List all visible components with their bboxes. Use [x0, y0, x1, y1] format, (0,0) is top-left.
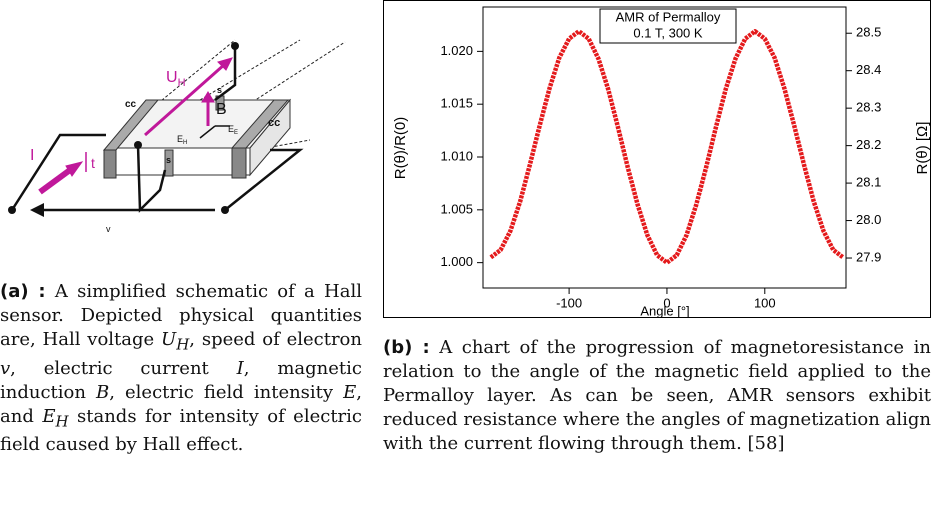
label: cc [268, 117, 280, 129]
label: v [106, 224, 111, 234]
text: A chart of the progression of magnetores… [383, 337, 931, 454]
math: B [96, 381, 110, 403]
math: v [0, 357, 11, 379]
math: U [161, 329, 177, 350]
y2-tick-label: 28.0 [856, 212, 881, 227]
x-tick-label: 100 [754, 295, 776, 310]
y-tick-label: 1.015 [440, 96, 473, 111]
x-axis-label: Angle [°] [640, 303, 689, 318]
text: A simplified schematic of a Hall sensor.… [0, 281, 362, 350]
text: , magnetic induction [0, 357, 362, 403]
label: UH [166, 69, 186, 89]
text: , speed of electron [189, 329, 362, 350]
chart-title: AMR of Permalloy [616, 9, 721, 24]
y-tick-label: 1.005 [440, 201, 473, 216]
y2-tick-label: 28.3 [856, 100, 881, 115]
chart: AMR of Permalloy 0.1 T, 300 K Angle [°] … [383, 0, 931, 318]
plot-area [482, 6, 847, 289]
text: , electric field intensity [109, 381, 344, 403]
x-tick-label: -100 [556, 295, 582, 310]
caption-tag: (a) : [0, 281, 46, 302]
x-tick-label: 0 [663, 295, 670, 310]
label: B [216, 101, 227, 118]
y2-tick-label: 28.1 [856, 175, 881, 190]
label: EE [228, 124, 238, 136]
legend-box [599, 8, 737, 44]
chart-subtitle: 0.1 T, 300 K [633, 25, 702, 40]
y-tick-label: 1.010 [440, 148, 473, 163]
caption-b: (b) : A chart of the progression of magn… [383, 336, 931, 456]
math: H [55, 412, 69, 431]
caption-tag: (b) : [383, 337, 430, 358]
label: cc [125, 99, 137, 110]
y2-tick-label: 27.9 [856, 249, 881, 264]
math: E [343, 381, 357, 403]
caption-a: (a) : A simplified schematic of a Hall s… [0, 280, 362, 457]
label: I [30, 147, 34, 164]
y-tick-label: 1.000 [440, 254, 473, 269]
y2-tick-label: 28.2 [856, 137, 881, 152]
y-tick-label: 1.020 [440, 43, 473, 58]
text: , and [0, 381, 363, 427]
y2-axis-label: R(θ) [Ω] [914, 122, 931, 175]
y2-tick-label: 28.5 [856, 25, 881, 40]
label: s [217, 85, 222, 95]
y-axis-label: R(θ)/R(0) [392, 117, 409, 180]
text: , electric current [10, 357, 237, 379]
data-line [489, 29, 845, 265]
label: EH [177, 134, 187, 146]
math: E [42, 405, 56, 427]
label: s [166, 155, 171, 165]
math: H [176, 335, 190, 354]
text: stands for intensity of electric field c… [0, 405, 363, 456]
y2-tick-label: 28.4 [856, 62, 881, 77]
math: I [236, 357, 244, 379]
hall-diagram: UH B cc s EH EE cc s I t v [8, 39, 346, 234]
label: t [91, 155, 95, 171]
